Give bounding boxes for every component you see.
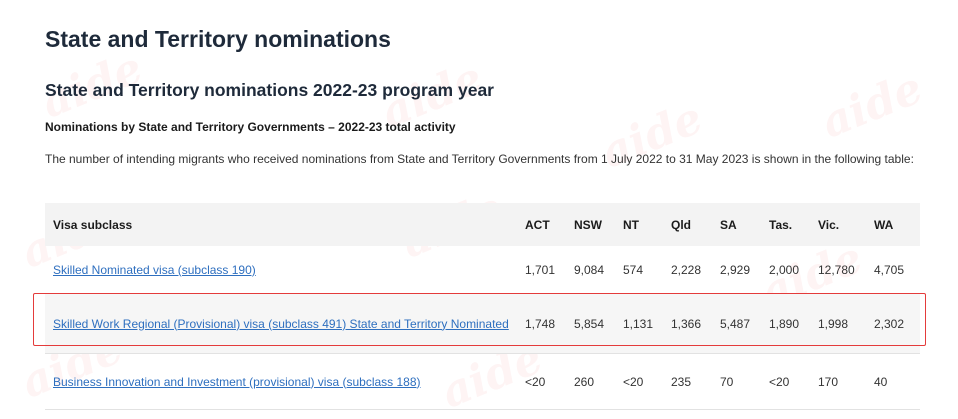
visa-link-190[interactable]: Skilled Nominated visa (subclass 190) — [53, 262, 256, 277]
cell-act: 1,701 — [517, 246, 566, 294]
col-header-tas: Tas. — [761, 203, 810, 246]
intro-paragraph: The number of intending migrants who rec… — [45, 152, 914, 166]
cell-qld: 2,228 — [663, 246, 712, 294]
table-header-row: Visa subclass ACT NSW NT Qld SA Tas. Vic… — [45, 203, 920, 246]
table-row: Skilled Work Regional (Provisional) visa… — [45, 293, 920, 354]
cell-vic: 170 — [810, 353, 866, 410]
col-header-act: ACT — [517, 203, 566, 246]
cell-nt: 1,131 — [615, 293, 663, 354]
cell-wa: 40 — [866, 353, 920, 410]
col-header-vic: Vic. — [810, 203, 866, 246]
table-row: Business Innovation and Investment (prov… — [45, 353, 920, 410]
col-header-sa: SA — [712, 203, 761, 246]
col-header-nsw: NSW — [566, 203, 615, 246]
cell-act: <20 — [517, 353, 566, 410]
cell-tas: 2,000 — [761, 246, 810, 294]
table-row: Skilled Nominated visa (subclass 190) 1,… — [45, 246, 920, 294]
col-header-nt: NT — [615, 203, 663, 246]
cell-nt: <20 — [615, 353, 663, 410]
cell-nsw: 260 — [566, 353, 615, 410]
table-subheading: Nominations by State and Territory Gover… — [45, 120, 456, 134]
cell-wa: 2,302 — [866, 293, 920, 354]
program-year-heading: State and Territory nominations 2022-23 … — [45, 80, 494, 100]
watermark: aide — [814, 62, 930, 149]
col-header-wa: WA — [866, 203, 920, 246]
cell-sa: 5,487 — [712, 293, 761, 354]
cell-nsw: 5,854 — [566, 293, 615, 354]
col-header-qld: Qld — [663, 203, 712, 246]
cell-sa: 2,929 — [712, 246, 761, 294]
visa-link-188[interactable]: Business Innovation and Investment (prov… — [53, 374, 421, 389]
cell-tas: 1,890 — [761, 293, 810, 354]
cell-qld: 1,366 — [663, 293, 712, 354]
visa-link-491[interactable]: Skilled Work Regional (Provisional) visa… — [53, 316, 509, 331]
cell-vic: 12,780 — [810, 246, 866, 294]
cell-act: 1,748 — [517, 293, 566, 354]
nominations-table: Visa subclass ACT NSW NT Qld SA Tas. Vic… — [45, 203, 920, 410]
cell-nt: 574 — [615, 246, 663, 294]
cell-tas: <20 — [761, 353, 810, 410]
page-title: State and Territory nominations — [45, 26, 391, 52]
cell-vic: 1,998 — [810, 293, 866, 354]
col-header-visa: Visa subclass — [45, 203, 517, 246]
cell-sa: 70 — [712, 353, 761, 410]
cell-qld: 235 — [663, 353, 712, 410]
cell-nsw: 9,084 — [566, 246, 615, 294]
cell-wa: 4,705 — [866, 246, 920, 294]
